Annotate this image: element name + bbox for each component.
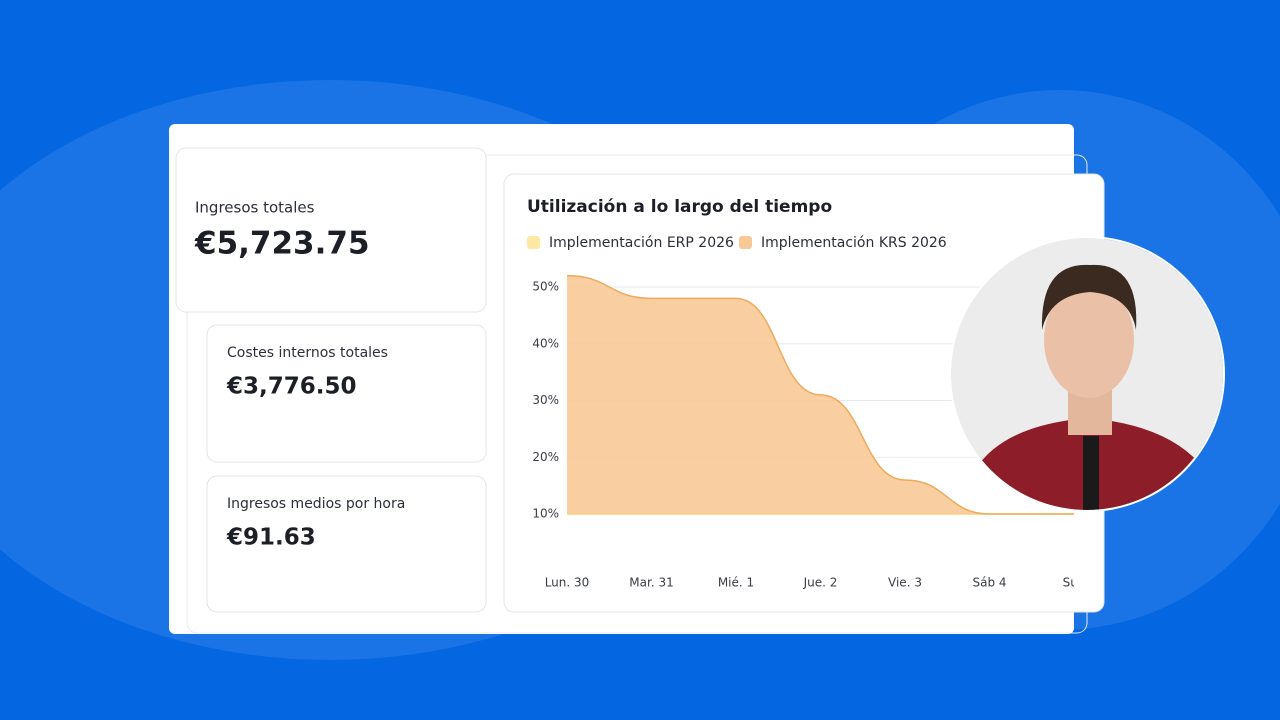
plot: Lun. 30 Mar. 31 Mié. 1 Jue. 2 Vie. 3 Sáb 4 Sun xyxy=(545,274,1086,590)
y-tick-label: 20% xyxy=(532,450,559,464)
y-tick-label: 10% xyxy=(532,507,559,521)
x-tick-label: Sáb 4 xyxy=(972,576,1006,590)
avatar-ring xyxy=(949,236,1225,512)
legend-swatch xyxy=(739,236,752,249)
stat-value: €3,776.50 xyxy=(226,374,357,400)
stat-card xyxy=(206,475,487,613)
y-tick-label: 30% xyxy=(532,393,559,407)
zipper xyxy=(1083,436,1099,510)
chart-title: Utilización a lo largo del tiempo xyxy=(527,197,832,217)
legend-label: Implementación ERP 2026 xyxy=(549,235,734,251)
avatar xyxy=(951,238,1223,510)
face xyxy=(1044,282,1134,398)
x-tick-label: Jue. 2 xyxy=(803,576,838,590)
stat-label: Ingresos totales xyxy=(195,199,315,217)
stat-card xyxy=(206,324,487,463)
stat-value: €91.63 xyxy=(226,525,316,551)
x-tick-label: Vie. 3 xyxy=(888,576,922,590)
area-line xyxy=(566,274,1074,515)
x-tick-label: Lun. 30 xyxy=(545,576,590,590)
hair xyxy=(1041,264,1137,330)
stat-label: Ingresos medios por hora xyxy=(227,496,405,512)
x-tick-label: Sun xyxy=(1063,576,1086,590)
legend-swatch xyxy=(527,236,540,249)
x-tick-label: Mié. 1 xyxy=(718,576,754,590)
stat-label: Costes internos totales xyxy=(227,345,388,361)
legend-label: Implementación KRS 2026 xyxy=(761,235,947,251)
x-tick-label: Mar. 31 xyxy=(629,576,673,590)
stat-card xyxy=(175,147,487,313)
stat-value: €5,723.75 xyxy=(194,226,370,262)
y-tick-label: 50% xyxy=(532,280,559,294)
y-tick-label: 40% xyxy=(532,336,559,350)
